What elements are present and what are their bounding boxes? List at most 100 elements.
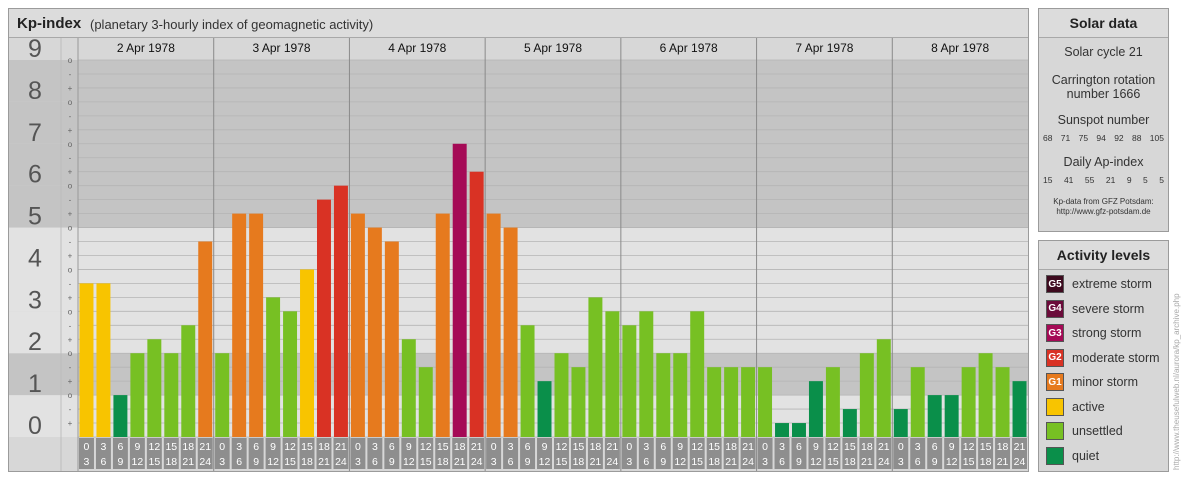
interval-end-label: 15 bbox=[420, 456, 432, 468]
interval-end-label: 9 bbox=[796, 456, 802, 468]
interval-start-label: 3 bbox=[915, 441, 921, 453]
sunspot-value: 105 bbox=[1149, 133, 1164, 143]
interval-end-label: 18 bbox=[301, 456, 313, 468]
legend-swatch: G5 bbox=[1046, 275, 1064, 294]
y-minor-tick-label: + bbox=[68, 377, 73, 386]
interval-end-label: 6 bbox=[779, 456, 785, 468]
credit-link[interactable]: http://www.gfz-potsdam.de bbox=[1056, 207, 1151, 216]
interval-start-label: 21 bbox=[199, 441, 211, 453]
interval-start-label: 6 bbox=[932, 441, 938, 453]
interval-label-box bbox=[893, 438, 909, 469]
interval-end-label: 18 bbox=[708, 456, 720, 468]
interval-start-label: 15 bbox=[980, 441, 992, 453]
legend-item-strong-storm: G3 strong storm bbox=[1039, 321, 1168, 346]
kp-bar bbox=[384, 241, 399, 437]
interval-end-label: 24 bbox=[471, 456, 483, 468]
interval-label-box bbox=[604, 438, 620, 469]
kp-bar bbox=[198, 241, 213, 437]
kp-bar bbox=[808, 381, 823, 437]
interval-start-label: 6 bbox=[796, 441, 802, 453]
y-tick-label: 5 bbox=[28, 203, 42, 231]
interval-start-label: 18 bbox=[318, 441, 330, 453]
interval-label-box bbox=[469, 438, 485, 469]
interval-start-label: 0 bbox=[762, 441, 768, 453]
interval-end-label: 3 bbox=[84, 456, 90, 468]
interval-end-label: 9 bbox=[389, 456, 395, 468]
kp-bar bbox=[741, 367, 756, 437]
sunspot-value: 94 bbox=[1096, 133, 1106, 143]
kp-level-band bbox=[9, 185, 1028, 228]
kp-bar bbox=[656, 353, 671, 437]
interval-label-box bbox=[435, 438, 451, 469]
interval-start-label: 12 bbox=[556, 441, 568, 453]
chart-title: Kp-index bbox=[17, 15, 82, 32]
kp-level-band bbox=[9, 311, 1028, 354]
legend-swatch: G2 bbox=[1046, 348, 1064, 367]
kp-bar bbox=[707, 367, 722, 437]
legend-label: moderate storm bbox=[1072, 350, 1160, 365]
kp-bar bbox=[893, 409, 908, 437]
kp-level-band bbox=[9, 269, 1028, 312]
interval-start-label: 0 bbox=[491, 441, 497, 453]
interval-label-box bbox=[129, 438, 145, 469]
interval-end-label: 15 bbox=[963, 456, 975, 468]
sunspot-value: 92 bbox=[1114, 133, 1124, 143]
interval-start-label: 15 bbox=[301, 441, 313, 453]
interval-end-label: 3 bbox=[762, 456, 768, 468]
legend-swatch bbox=[1046, 397, 1064, 416]
kp-bar bbox=[978, 353, 993, 437]
kp-bar bbox=[486, 213, 501, 437]
carrington-line-2: number 1666 bbox=[1066, 87, 1141, 101]
y-minor-tick-label: - bbox=[69, 112, 72, 121]
interval-end-label: 24 bbox=[878, 456, 890, 468]
kp-bar bbox=[673, 353, 688, 437]
interval-label-box bbox=[638, 438, 654, 469]
y-minor-tick-label: + bbox=[68, 335, 73, 344]
legend-label: quiet bbox=[1072, 448, 1100, 463]
day-label: 4 Apr 1978 bbox=[388, 41, 446, 55]
interval-end-label: 24 bbox=[199, 456, 211, 468]
interval-start-label: 9 bbox=[677, 441, 683, 453]
kp-bar bbox=[571, 367, 586, 437]
interval-start-label: 9 bbox=[949, 441, 955, 453]
interval-start-label: 6 bbox=[660, 441, 666, 453]
interval-label-box bbox=[231, 438, 247, 469]
interval-label-box bbox=[248, 438, 264, 469]
interval-label-box bbox=[995, 438, 1011, 469]
interval-end-label: 24 bbox=[335, 456, 347, 468]
kp-bar bbox=[435, 213, 450, 437]
interval-start-label: 21 bbox=[471, 441, 483, 453]
interval-label-box bbox=[146, 438, 162, 469]
kp-bar bbox=[927, 395, 942, 437]
kp-bar bbox=[130, 353, 145, 437]
y-tick-label: 7 bbox=[28, 119, 42, 147]
kp-bar bbox=[961, 367, 976, 437]
interval-start-label: 12 bbox=[691, 441, 703, 453]
interval-start-label: 9 bbox=[134, 441, 140, 453]
interval-label-box bbox=[112, 438, 128, 469]
interval-label-box bbox=[180, 438, 196, 469]
interval-label-box bbox=[672, 438, 688, 469]
legend-swatch bbox=[1046, 446, 1064, 465]
interval-start-label: 15 bbox=[437, 441, 449, 453]
interval-end-label: 21 bbox=[590, 456, 602, 468]
interval-label-box bbox=[791, 438, 807, 469]
interval-label-box bbox=[282, 438, 298, 469]
interval-start-label: 9 bbox=[270, 441, 276, 453]
interval-start-label: 21 bbox=[742, 441, 754, 453]
kp-level-band bbox=[9, 353, 1028, 396]
interval-end-label: 21 bbox=[725, 456, 737, 468]
kp-bar bbox=[401, 339, 416, 437]
interval-start-label: 0 bbox=[626, 441, 632, 453]
interval-label-box bbox=[927, 438, 943, 469]
y-minor-tick-label: + bbox=[68, 126, 73, 135]
interval-start-label: 9 bbox=[542, 441, 548, 453]
legend-item-unsettled: unsettled bbox=[1039, 419, 1168, 444]
y-tick-label: 4 bbox=[28, 244, 42, 272]
interval-end-label: 12 bbox=[810, 456, 822, 468]
kp-bar bbox=[418, 367, 433, 437]
interval-start-label: 18 bbox=[454, 441, 466, 453]
interval-end-label: 12 bbox=[674, 456, 686, 468]
y-minor-tick-label: - bbox=[69, 321, 72, 330]
interval-start-label: 21 bbox=[335, 441, 347, 453]
